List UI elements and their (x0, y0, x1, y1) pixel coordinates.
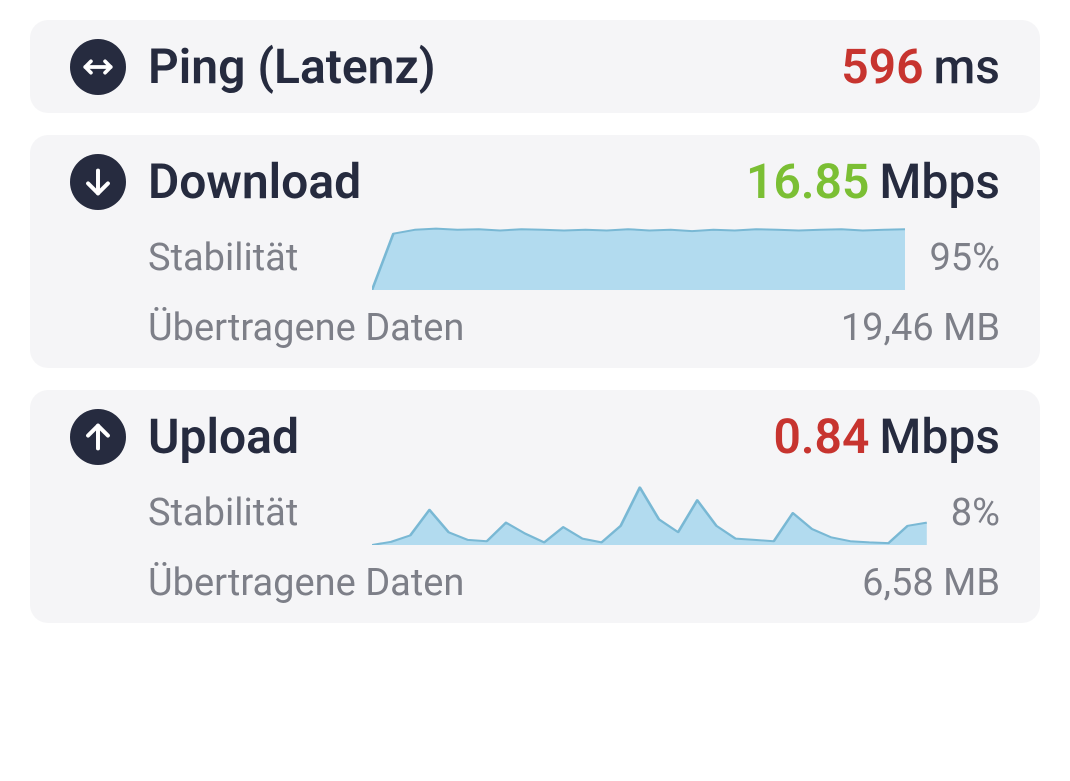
upload-unit: Mbps (879, 408, 1000, 465)
upload-transferred-label: Übertragene Daten (148, 561, 464, 605)
upload-header: Upload 0.84 Mbps (70, 408, 1000, 465)
download-title: Download (148, 153, 361, 210)
ping-header: Ping (Latenz) 596 ms (70, 38, 1000, 95)
ping-title: Ping (Latenz) (148, 38, 436, 95)
upload-stability-chart (372, 481, 927, 545)
ping-card: Ping (Latenz) 596 ms (30, 20, 1040, 113)
download-header: Download 16.85 Mbps (70, 153, 1000, 210)
download-value-group: 16.85 Mbps (746, 153, 1000, 210)
download-stability-row: Stabilität 95% (70, 226, 1000, 290)
download-stability-label: Stabilität (148, 236, 348, 280)
upload-stability-value: 8% (951, 491, 1000, 535)
download-icon (70, 154, 126, 210)
ping-value: 596 (841, 38, 923, 95)
upload-stability-label: Stabilität (148, 491, 348, 535)
upload-transferred-value: 6,58 MB (862, 561, 1000, 605)
upload-title: Upload (148, 408, 299, 465)
download-transferred-value: 19,46 MB (841, 306, 1000, 350)
upload-icon (70, 409, 126, 465)
ping-icon (70, 39, 126, 95)
download-transferred-label: Übertragene Daten (148, 306, 464, 350)
upload-transferred-row: Übertragene Daten 6,58 MB (70, 561, 1000, 605)
download-unit: Mbps (879, 153, 1000, 210)
upload-value-group: 0.84 Mbps (773, 408, 1000, 465)
download-stability-value: 95% (929, 236, 1000, 280)
download-value: 16.85 (746, 153, 869, 210)
ping-unit: ms (933, 38, 1000, 95)
upload-stability-row: Stabilität 8% (70, 481, 1000, 545)
download-transferred-row: Übertragene Daten 19,46 MB (70, 306, 1000, 350)
download-card: Download 16.85 Mbps Stabilität 95% Übert… (30, 135, 1040, 368)
download-stability-chart (372, 226, 905, 290)
upload-card: Upload 0.84 Mbps Stabilität 8% Übertrage… (30, 390, 1040, 623)
ping-value-group: 596 ms (841, 38, 1000, 95)
upload-value: 0.84 (773, 408, 869, 465)
